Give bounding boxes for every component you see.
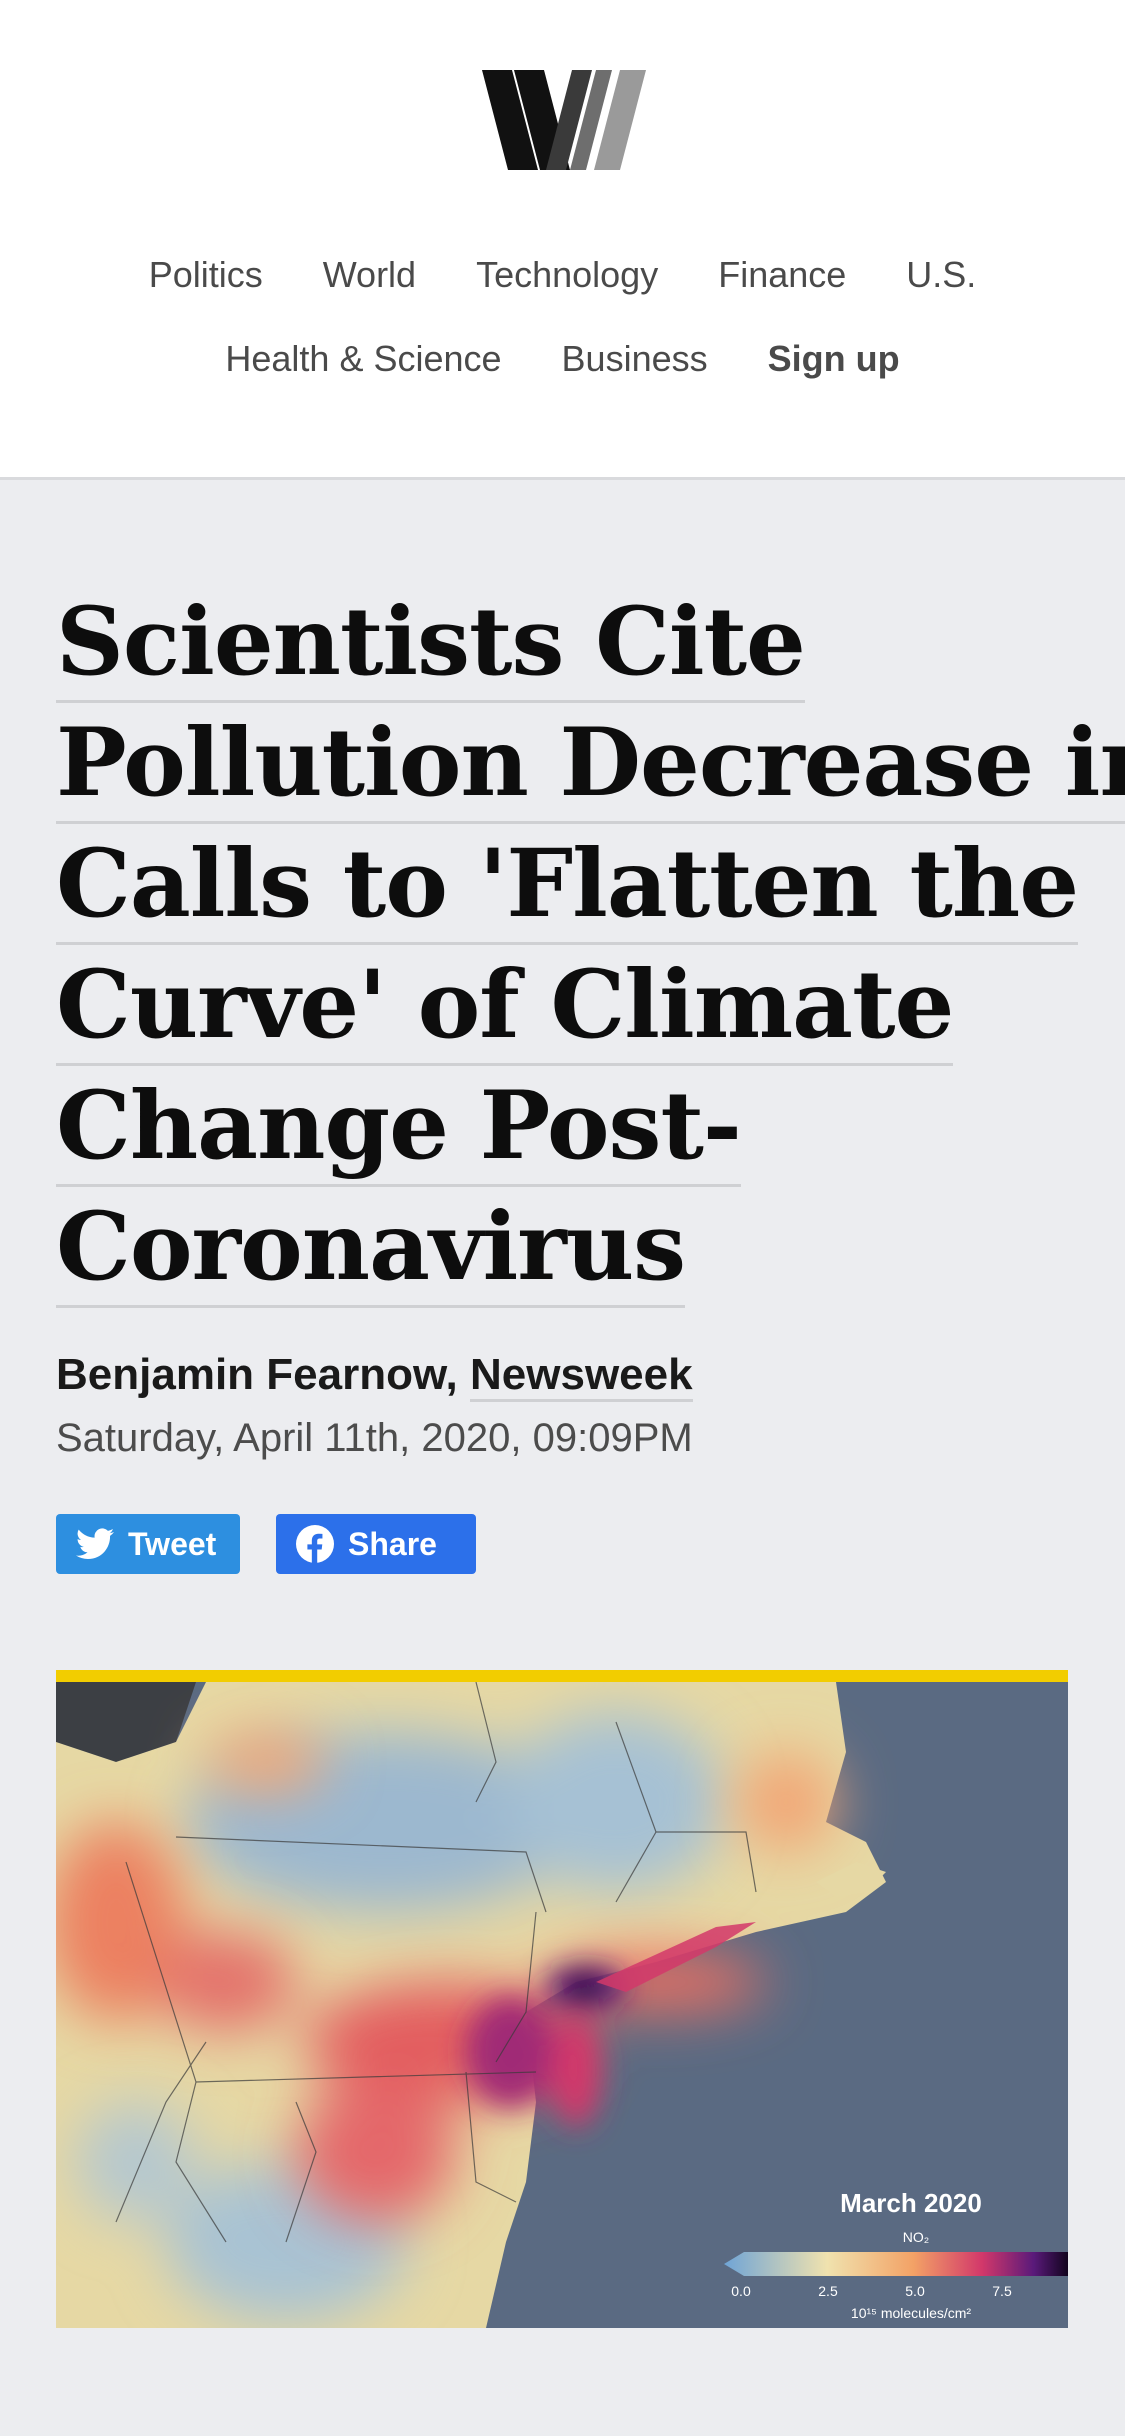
no2-pollution-map: March 2020 NO₂ 0.0 2.5 5.0 7.5 10¹⁵ mole… <box>56 1682 1068 2328</box>
facebook-icon <box>296 1525 334 1563</box>
title-line[interactable]: Change Post- <box>56 1068 742 1187</box>
article-title: Scientists Cite Pollution Decrease in Ca… <box>56 582 1125 1308</box>
title-line[interactable]: Scientists Cite <box>56 584 806 703</box>
tweet-button[interactable]: Tweet <box>56 1514 240 1574</box>
legend-colorbar <box>724 2252 1068 2276</box>
title-line[interactable]: Curve' of Climate <box>56 947 954 1066</box>
title-line[interactable]: Coronavirus <box>56 1189 686 1308</box>
nav-technology[interactable]: Technology <box>476 254 659 295</box>
facebook-share-button[interactable]: Share <box>276 1514 476 1574</box>
title-line[interactable]: Calls to 'Flatten the <box>56 826 1079 945</box>
twitter-bird-icon <box>76 1528 114 1560</box>
nav-finance[interactable]: Finance <box>718 254 847 295</box>
nav-business[interactable]: Business <box>561 338 708 379</box>
legend-title: March 2020 <box>840 2188 982 2218</box>
nav-world[interactable]: World <box>322 254 417 295</box>
nav-politics[interactable]: Politics <box>148 254 263 295</box>
share-label: Share <box>348 1525 437 1562</box>
primary-nav-row-2: Health & Science Business Sign up <box>0 336 1125 382</box>
article-hero-image[interactable]: March 2020 NO₂ 0.0 2.5 5.0 7.5 10¹⁵ mole… <box>56 1670 1068 2328</box>
primary-nav-row-1: Politics World Technology Finance U.S. <box>0 252 1125 298</box>
tweet-label: Tweet <box>128 1525 217 1562</box>
legend-tick: 7.5 <box>992 2283 1012 2299</box>
byline: Benjamin Fearnow, Newsweek <box>56 1350 693 1402</box>
legend-unit: 10¹⁵ molecules/cm² <box>851 2305 972 2321</box>
site-header: Politics World Technology Finance U.S. H… <box>0 0 1125 480</box>
w-logo-icon[interactable] <box>482 70 646 170</box>
legend-tick: 0.0 <box>731 2283 751 2299</box>
title-line[interactable]: Pollution Decrease in <box>56 705 1125 824</box>
legend-subtitle: NO₂ <box>903 2229 929 2245</box>
publish-date: Saturday, April 11th, 2020, 09:09PM <box>56 1416 693 1460</box>
nav-health-science[interactable]: Health & Science <box>225 338 502 379</box>
legend-tick: 2.5 <box>818 2283 838 2299</box>
legend-tick: 5.0 <box>905 2283 925 2299</box>
author-name: Benjamin Fearnow, <box>56 1350 458 1399</box>
signup-link[interactable]: Sign up <box>767 338 900 379</box>
source-link[interactable]: Newsweek <box>470 1350 693 1402</box>
nav-us[interactable]: U.S. <box>906 254 977 295</box>
